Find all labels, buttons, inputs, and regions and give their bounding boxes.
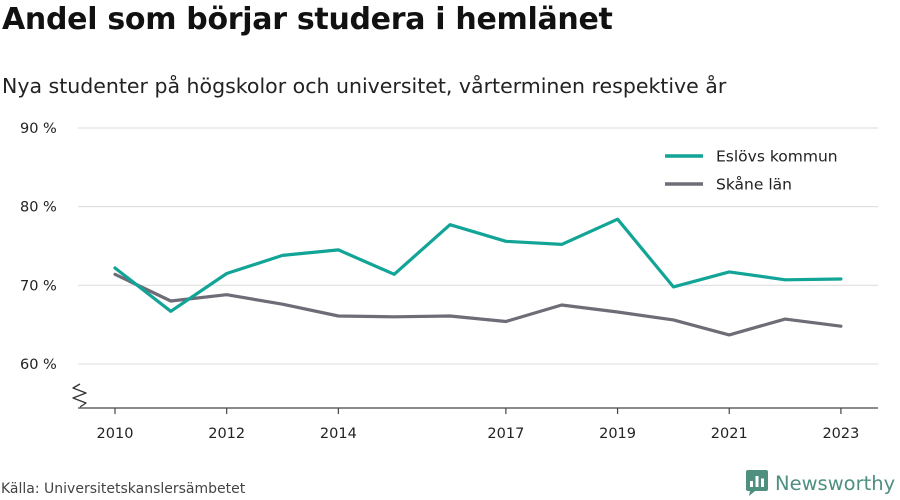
x-tick-label: 2023: [822, 426, 859, 442]
source-note: Källa: Universitetskanslersämbetet: [1, 481, 246, 497]
x-tick-label: 2012: [208, 426, 245, 442]
legend: Eslövs kommun Skåne län: [665, 148, 838, 194]
newsworthy-logo-icon: [746, 470, 768, 496]
legend-label: Eslövs kommun: [716, 148, 838, 166]
series-line-eslovs-kommun: [113, 217, 843, 313]
chart-title: Andel som börjar studera i hemlänet: [2, 2, 613, 37]
x-tick-label: 2019: [599, 426, 636, 442]
gridlines: [78, 127, 878, 365]
y-tick-label: 90 %: [20, 121, 57, 137]
axes: 60 % 70 % 80 % 90 % 2010 2012 2014 2017 2019 2021…: [20, 121, 878, 442]
newsworthy-logo: Newsworthy: [745, 468, 895, 498]
y-tick-label: 60 %: [20, 357, 57, 373]
newsworthy-brand-name: Newsworthy: [775, 471, 896, 495]
x-tick-label: 2010: [97, 426, 134, 442]
line-chart: 60 % 70 % 80 % 90 % 2010 2012 2014 2017 2019 2021…: [20, 121, 878, 442]
x-tick-label: 2017: [487, 426, 524, 442]
x-tick-label: 2014: [320, 426, 357, 442]
y-tick-label: 70 %: [20, 278, 57, 294]
x-tick-label: 2021: [711, 426, 748, 442]
legend-label: Skåne län: [716, 176, 792, 194]
axis-break-icon: [72, 383, 87, 408]
y-tick-label: 80 %: [20, 200, 57, 216]
chart-subtitle: Nya studenter på högskolor och universit…: [2, 74, 727, 98]
series-line-skane-lan: [113, 272, 843, 337]
series-lines: [113, 217, 843, 337]
